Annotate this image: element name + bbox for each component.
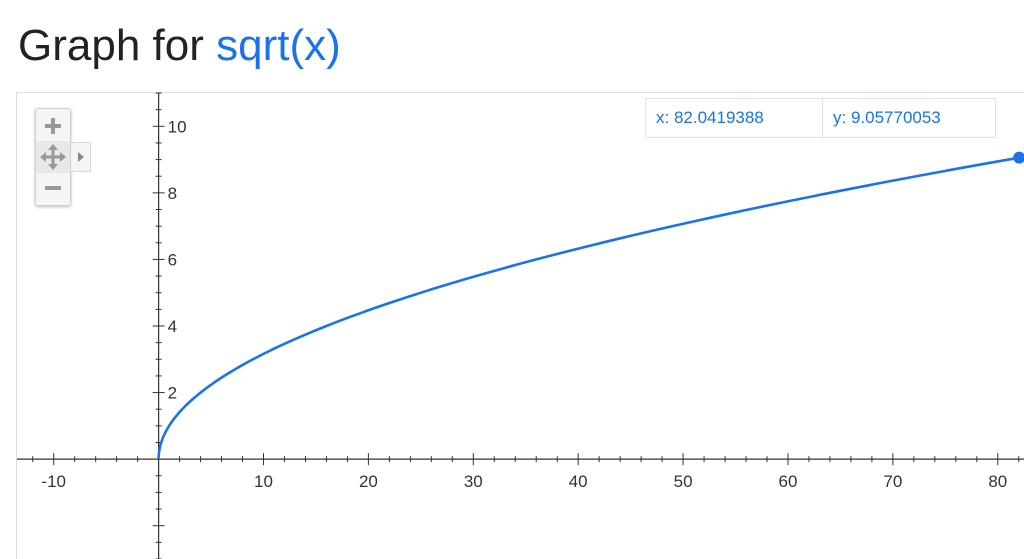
triangle-right-icon: [77, 152, 84, 162]
x-readout: x: 82.0419388: [646, 99, 823, 137]
zoom-in-button[interactable]: [36, 111, 70, 141]
x-tick-label: 10: [254, 472, 273, 491]
x-tick-label: 60: [779, 472, 798, 491]
x-tick-label: 70: [883, 472, 902, 491]
y-tick-label: 6: [168, 250, 177, 269]
y-tick-label: 8: [168, 184, 177, 203]
zoom-out-button[interactable]: [36, 173, 70, 203]
y-tick-label: 4: [168, 317, 177, 336]
plus-icon: [45, 118, 61, 134]
title-prefix: Graph for: [18, 21, 217, 70]
x-tick-label: 30: [464, 472, 483, 491]
x-tick-label: 80: [988, 472, 1007, 491]
x-tick-label: 50: [674, 472, 693, 491]
x-tick-label: 40: [569, 472, 588, 491]
y-tick-label: 10: [168, 117, 187, 136]
sqrt-curve: [157, 156, 1020, 460]
expand-button[interactable]: [71, 142, 91, 172]
zoom-control: [35, 108, 71, 206]
graph-area[interactable]: [16, 92, 1024, 559]
page-title: Graph for sqrt(x): [18, 18, 341, 74]
minus-icon: [45, 186, 61, 190]
y-tick-label: 2: [168, 384, 177, 403]
coordinate-readout: x: 82.0419388 y: 9.05770053: [645, 98, 996, 138]
x-tick-label: -10: [41, 472, 66, 491]
move-arrows-icon: [40, 144, 66, 170]
y-readout: y: 9.05770053: [833, 108, 941, 127]
function-link[interactable]: sqrt(x): [216, 21, 341, 70]
highlight-point: [1013, 151, 1024, 164]
x-tick-label: 20: [359, 472, 378, 491]
pan-button[interactable]: [36, 141, 70, 173]
